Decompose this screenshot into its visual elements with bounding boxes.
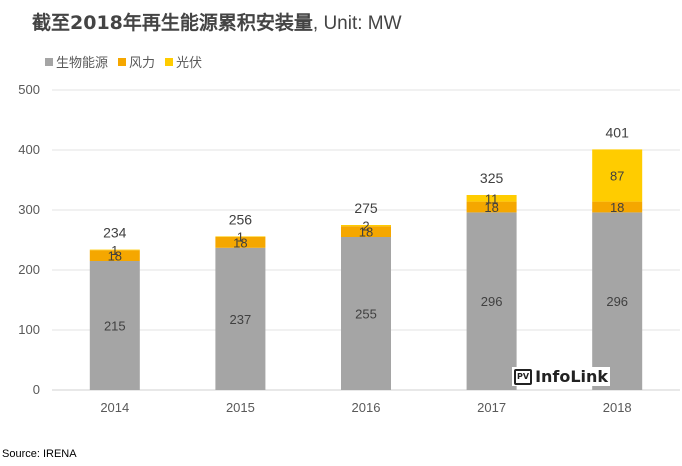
total-label: 401 bbox=[606, 124, 630, 140]
bar-segment bbox=[341, 226, 391, 237]
y-tick-label: 400 bbox=[18, 142, 40, 157]
data-label: 18 bbox=[108, 249, 122, 264]
bar-segment bbox=[215, 237, 266, 248]
bar-segment bbox=[466, 195, 517, 202]
infolink-logo: PV InfoLink bbox=[512, 367, 611, 386]
legend-item-biomass: 生物能源 bbox=[45, 52, 108, 71]
data-label: 1 bbox=[237, 230, 244, 245]
bar-segment bbox=[466, 201, 517, 213]
bar-segment bbox=[592, 212, 643, 390]
legend-label-wind: 风力 bbox=[129, 56, 156, 71]
legend-label-biomass: 生物能源 bbox=[56, 56, 109, 71]
data-label: 215 bbox=[104, 319, 126, 334]
legend: 生物能源 风力 光伏 bbox=[45, 52, 202, 71]
data-label: 237 bbox=[230, 312, 252, 327]
data-label: 18 bbox=[484, 200, 498, 215]
chart-title-main: 截至2018年再生能源累积安装量 bbox=[32, 12, 313, 34]
legend-item-solar: 光伏 bbox=[165, 52, 202, 71]
bar-segment bbox=[592, 149, 643, 202]
bar-segment bbox=[215, 247, 266, 390]
bar-segment bbox=[341, 225, 391, 227]
legend-item-wind: 风力 bbox=[118, 52, 155, 71]
y-tick-label: 0 bbox=[33, 382, 40, 397]
bar-segment bbox=[341, 237, 391, 390]
data-label: 18 bbox=[610, 200, 624, 215]
legend-label-solar: 光伏 bbox=[176, 56, 203, 71]
pv-badge-icon: PV bbox=[514, 368, 533, 385]
x-tick-label: 2014 bbox=[100, 400, 129, 415]
data-label: 296 bbox=[481, 294, 503, 309]
bar-segment bbox=[89, 249, 140, 251]
legend-swatch-biomass bbox=[45, 57, 53, 66]
y-tick-label: 300 bbox=[18, 202, 40, 217]
bar-segment bbox=[215, 236, 266, 237]
data-label: 255 bbox=[355, 307, 377, 322]
x-tick-label: 2015 bbox=[226, 400, 255, 415]
y-tick-label: 200 bbox=[18, 262, 40, 277]
data-label: 11 bbox=[485, 191, 499, 206]
data-label: 18 bbox=[359, 225, 373, 240]
y-tick-label: 100 bbox=[18, 322, 40, 337]
bar-segment bbox=[89, 250, 140, 261]
chart-title-unit: , Unit: MW bbox=[312, 13, 402, 34]
bar-segment bbox=[592, 201, 643, 213]
data-label: 1 bbox=[111, 243, 118, 258]
legend-swatch-wind bbox=[118, 57, 127, 66]
source-note: Source: IRENA bbox=[2, 448, 77, 460]
data-label: 18 bbox=[233, 235, 247, 250]
total-label: 256 bbox=[229, 211, 253, 227]
x-tick-label: 2018 bbox=[603, 400, 632, 415]
data-label: 296 bbox=[606, 294, 628, 309]
y-tick-label: 500 bbox=[18, 82, 40, 97]
logo-text: InfoLink bbox=[535, 367, 609, 386]
x-tick-label: 2017 bbox=[477, 400, 506, 415]
legend-swatch-solar bbox=[165, 57, 174, 66]
x-tick-label: 2016 bbox=[352, 400, 381, 415]
bar-segment bbox=[466, 212, 517, 390]
total-label: 325 bbox=[480, 170, 504, 186]
total-label: 275 bbox=[354, 200, 378, 216]
total-label: 234 bbox=[103, 225, 127, 241]
chart-title: 截至2018年再生能源累积安装量, Unit: MW bbox=[32, 8, 402, 35]
bar-segment bbox=[89, 261, 140, 390]
data-label: 87 bbox=[610, 169, 624, 184]
data-label: 2 bbox=[362, 219, 369, 234]
